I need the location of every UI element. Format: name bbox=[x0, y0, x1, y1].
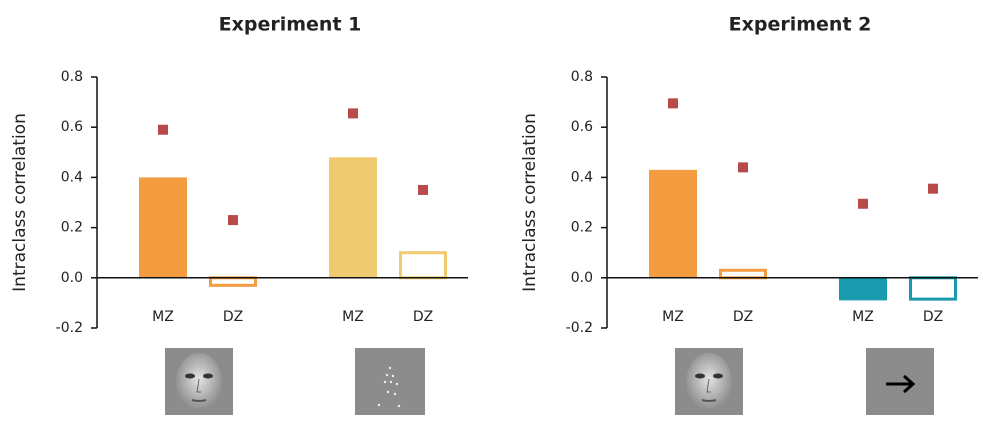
x-tick-label: DZ bbox=[923, 309, 943, 325]
chart-title: Experiment 2 bbox=[729, 14, 872, 36]
y-tick-label: 0.0 bbox=[61, 270, 83, 286]
marker bbox=[668, 98, 678, 109]
arrow-image bbox=[866, 348, 934, 415]
y-tick-label: -0.2 bbox=[566, 320, 593, 336]
y-tick-label: 0.8 bbox=[571, 69, 593, 85]
bar bbox=[329, 157, 377, 278]
marker bbox=[928, 183, 938, 194]
bar bbox=[719, 268, 767, 280]
face-image bbox=[165, 348, 233, 415]
y-axis-label: Intraclass correlation bbox=[520, 113, 540, 292]
y-tick-label: 0.6 bbox=[571, 119, 593, 135]
marker bbox=[348, 108, 358, 119]
x-tick-label: MZ bbox=[152, 309, 174, 325]
x-tick-label: DZ bbox=[223, 309, 243, 325]
bar bbox=[209, 276, 257, 287]
bar bbox=[399, 251, 447, 280]
y-tick-label: 0.0 bbox=[571, 270, 593, 286]
x-tick-label: MZ bbox=[342, 309, 364, 325]
bar bbox=[649, 169, 697, 278]
marker bbox=[738, 162, 748, 173]
y-tick-label: 0.2 bbox=[571, 220, 593, 236]
x-tick-label: MZ bbox=[852, 309, 874, 325]
marker bbox=[418, 184, 428, 195]
y-axis-label: Intraclass correlation bbox=[10, 113, 30, 292]
x-tick-label: DZ bbox=[413, 309, 433, 325]
y-tick-label: -0.2 bbox=[56, 320, 83, 336]
y-tick-label: 0.6 bbox=[61, 119, 83, 135]
marker bbox=[158, 124, 168, 135]
y-tick-label: 0.8 bbox=[61, 69, 83, 85]
y-tick-label: 0.2 bbox=[61, 220, 83, 236]
marker bbox=[858, 198, 868, 209]
y-tick-label: 0.4 bbox=[61, 169, 83, 185]
bar bbox=[139, 177, 187, 278]
marker bbox=[228, 215, 238, 226]
y-tick-label: 0.4 bbox=[571, 169, 593, 185]
x-tick-label: MZ bbox=[662, 309, 684, 325]
dots-image bbox=[355, 348, 425, 415]
chart-title: Experiment 1 bbox=[219, 14, 362, 36]
face-image bbox=[675, 348, 743, 415]
bar bbox=[909, 276, 957, 301]
bar bbox=[839, 277, 887, 301]
x-tick-label: DZ bbox=[733, 309, 753, 325]
